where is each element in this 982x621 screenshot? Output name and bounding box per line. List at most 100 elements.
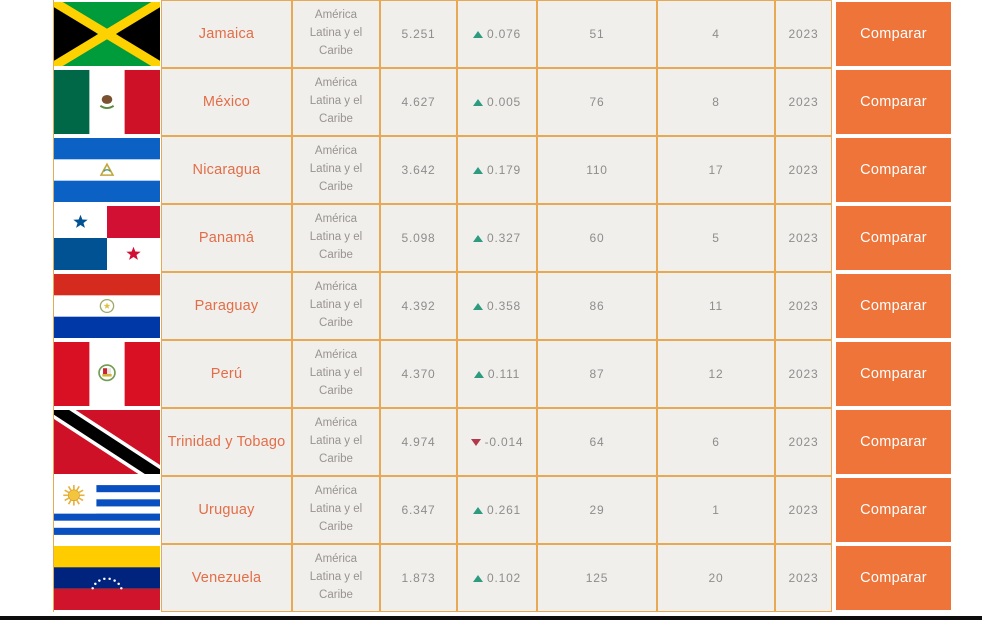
country-cell: Panamá — [161, 204, 292, 272]
change-value: 0.111 — [487, 367, 521, 381]
change-value: 0.358 — [486, 299, 522, 313]
table-body: Jamaica América Latina y el Caribe 5.251… — [53, 0, 951, 612]
score-cell: 4.370 — [380, 340, 457, 408]
year-cell: 2023 — [775, 136, 832, 204]
score-cell: 5.251 — [380, 0, 457, 68]
table-row: Trinidad y Tobago América Latina y el Ca… — [53, 408, 951, 476]
score-value: 4.392 — [401, 299, 436, 313]
table-row: Perú América Latina y el Caribe 4.370 0.… — [53, 340, 951, 408]
compare-button[interactable]: Comparar — [836, 2, 951, 66]
region-label: América Latina y el Caribe — [309, 553, 363, 601]
year-value: 2023 — [788, 27, 819, 41]
region-cell: América Latina y el Caribe — [292, 272, 380, 340]
country-link[interactable]: Trinidad y Tobago — [167, 434, 286, 450]
country-cell: Perú — [161, 340, 292, 408]
change-cell: 0.358 — [457, 272, 537, 340]
regional-rank-value: 17 — [708, 163, 724, 177]
regional-rank-cell: 17 — [657, 136, 775, 204]
compare-button[interactable]: Comparar — [836, 274, 951, 338]
global-rank-value: 51 — [589, 27, 605, 41]
year-cell: 2023 — [775, 476, 832, 544]
change-value: -0.014 — [484, 435, 524, 449]
flag-cell — [53, 340, 161, 408]
score-value: 4.627 — [401, 95, 436, 109]
flag-mexico-icon — [54, 70, 160, 134]
regional-rank-cell: 8 — [657, 68, 775, 136]
change-cell: -0.014 — [457, 408, 537, 476]
table-row: Jamaica América Latina y el Caribe 5.251… — [53, 0, 951, 68]
year-value: 2023 — [788, 231, 819, 245]
flag-cell — [53, 136, 161, 204]
country-link[interactable]: Nicaragua — [192, 162, 261, 178]
score-cell: 4.392 — [380, 272, 457, 340]
region-label: América Latina y el Caribe — [309, 349, 363, 397]
region-cell: América Latina y el Caribe — [292, 408, 380, 476]
flag-venezuela-icon — [54, 546, 160, 610]
regional-rank-value: 20 — [708, 571, 724, 585]
global-rank-value: 125 — [585, 571, 609, 585]
flag-trinidad-icon — [54, 410, 160, 474]
change-value: 0.076 — [486, 27, 522, 41]
regional-rank-value: 5 — [712, 231, 720, 245]
regional-rank-cell: 11 — [657, 272, 775, 340]
global-rank-cell: 64 — [537, 408, 657, 476]
score-cell: 4.974 — [380, 408, 457, 476]
flag-peru-icon — [54, 342, 160, 406]
regional-rank-cell: 4 — [657, 0, 775, 68]
trend-up-icon — [472, 574, 483, 582]
compare-button[interactable]: Comparar — [836, 546, 951, 610]
change-cell: 0.179 — [457, 136, 537, 204]
country-cell: Venezuela — [161, 544, 292, 612]
change-value: 0.102 — [486, 571, 522, 585]
country-cell: Jamaica — [161, 0, 292, 68]
country-cell: Trinidad y Tobago — [161, 408, 292, 476]
flag-cell — [53, 272, 161, 340]
compare-button[interactable]: Comparar — [836, 138, 951, 202]
region-cell: América Latina y el Caribe — [292, 0, 380, 68]
bottom-bar — [0, 616, 982, 620]
flag-cell — [53, 204, 161, 272]
region-label: América Latina y el Caribe — [309, 281, 363, 329]
score-value: 5.251 — [401, 27, 436, 41]
compare-button[interactable]: Comparar — [836, 70, 951, 134]
flag-cell — [53, 68, 161, 136]
flag-uruguay-icon — [54, 478, 160, 542]
region-cell: América Latina y el Caribe — [292, 476, 380, 544]
country-link[interactable]: Uruguay — [198, 502, 255, 518]
table-row: Paraguay América Latina y el Caribe 4.39… — [53, 272, 951, 340]
flag-cell — [53, 476, 161, 544]
trend-up-icon — [472, 234, 483, 242]
country-cell: Paraguay — [161, 272, 292, 340]
country-link[interactable]: Venezuela — [191, 570, 262, 586]
global-rank-value: 86 — [589, 299, 605, 313]
trend-down-icon — [470, 438, 481, 446]
global-rank-cell: 51 — [537, 0, 657, 68]
global-rank-value: 87 — [589, 367, 605, 381]
flag-cell — [53, 0, 161, 68]
score-cell: 6.347 — [380, 476, 457, 544]
score-value: 5.098 — [401, 231, 436, 245]
score-cell: 4.627 — [380, 68, 457, 136]
country-link[interactable]: México — [202, 94, 251, 110]
global-rank-value: 29 — [589, 503, 605, 517]
year-value: 2023 — [788, 95, 819, 109]
compare-button[interactable]: Comparar — [836, 206, 951, 270]
score-cell: 3.642 — [380, 136, 457, 204]
country-link[interactable]: Paraguay — [194, 298, 259, 314]
global-rank-cell: 87 — [537, 340, 657, 408]
change-value: 0.005 — [486, 95, 522, 109]
compare-button[interactable]: Comparar — [836, 410, 951, 474]
flag-cell — [53, 544, 161, 612]
compare-button[interactable]: Comparar — [836, 342, 951, 406]
flag-paraguay-icon — [54, 274, 160, 338]
change-cell: 0.005 — [457, 68, 537, 136]
global-rank-cell: 76 — [537, 68, 657, 136]
country-link[interactable]: Panamá — [198, 230, 255, 246]
compare-button[interactable]: Comparar — [836, 478, 951, 542]
regional-rank-value: 8 — [712, 95, 720, 109]
country-link[interactable]: Perú — [210, 366, 243, 382]
table-row: México América Latina y el Caribe 4.627 … — [53, 68, 951, 136]
table-row: Uruguay América Latina y el Caribe 6.347… — [53, 476, 951, 544]
score-cell: 1.873 — [380, 544, 457, 612]
country-link[interactable]: Jamaica — [198, 26, 255, 42]
